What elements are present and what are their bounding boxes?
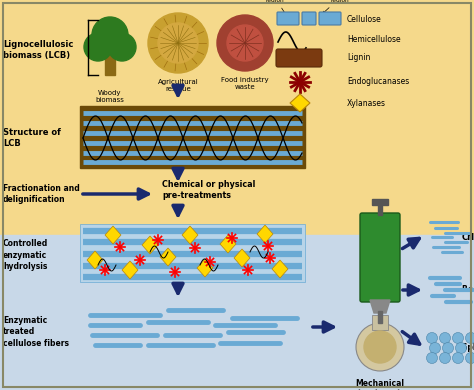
Circle shape — [456, 342, 466, 353]
Circle shape — [465, 333, 474, 344]
Text: Enzymatic
treated
cellulose fibers: Enzymatic treated cellulose fibers — [3, 316, 69, 347]
Text: Controlled
enzymatic
hydrolysis: Controlled enzymatic hydrolysis — [3, 239, 48, 271]
Text: Rod-like CNC: Rod-like CNC — [462, 285, 474, 294]
FancyBboxPatch shape — [302, 12, 316, 25]
Circle shape — [364, 331, 396, 363]
Polygon shape — [105, 226, 121, 244]
Text: Spherical CNC: Spherical CNC — [462, 344, 474, 353]
Circle shape — [453, 353, 464, 363]
Text: Amorphous
region: Amorphous region — [323, 0, 357, 14]
Text: Cellulose: Cellulose — [347, 14, 382, 23]
Polygon shape — [290, 94, 310, 112]
FancyBboxPatch shape — [360, 213, 400, 302]
Polygon shape — [272, 260, 288, 278]
Circle shape — [439, 333, 450, 344]
Circle shape — [148, 13, 208, 73]
Circle shape — [453, 333, 464, 344]
Circle shape — [227, 25, 263, 61]
Bar — [80, 224, 305, 282]
Text: Chemical or physical
pre-treatments: Chemical or physical pre-treatments — [162, 180, 255, 200]
FancyBboxPatch shape — [276, 49, 322, 67]
Circle shape — [443, 342, 454, 353]
Polygon shape — [0, 235, 474, 390]
Circle shape — [427, 333, 438, 344]
Polygon shape — [197, 259, 213, 277]
Circle shape — [217, 15, 273, 71]
Bar — [80, 106, 305, 168]
Text: CNF: CNF — [462, 232, 474, 241]
Text: Lignocellulosic
biomass (LCB): Lignocellulosic biomass (LCB) — [3, 40, 73, 60]
Polygon shape — [142, 236, 158, 254]
Circle shape — [427, 353, 438, 363]
Text: Fractionation and
delignification: Fractionation and delignification — [3, 184, 80, 204]
Circle shape — [439, 353, 450, 363]
Circle shape — [465, 353, 474, 363]
Text: Food industry
waste: Food industry waste — [221, 77, 269, 90]
Polygon shape — [182, 226, 198, 244]
Circle shape — [429, 342, 440, 353]
Bar — [105, 53, 115, 75]
Polygon shape — [370, 300, 390, 313]
Circle shape — [108, 33, 136, 61]
Bar — [378, 200, 382, 215]
Text: Woody
biomass: Woody biomass — [96, 90, 125, 103]
Circle shape — [92, 17, 128, 53]
Text: Mechanical
treatment: Mechanical treatment — [356, 379, 404, 390]
Circle shape — [356, 323, 404, 371]
Text: Agricultural
residue: Agricultural residue — [158, 79, 199, 92]
Text: Crystalline
region: Crystalline region — [259, 0, 291, 15]
Bar — [378, 311, 382, 323]
Text: Hemicellulose: Hemicellulose — [347, 35, 401, 44]
Circle shape — [84, 33, 112, 61]
Text: Lignin: Lignin — [347, 53, 370, 62]
Bar — [372, 199, 388, 205]
Polygon shape — [220, 235, 236, 253]
Polygon shape — [122, 261, 138, 279]
Text: Xylanases: Xylanases — [347, 99, 386, 108]
FancyBboxPatch shape — [319, 12, 341, 25]
Bar — [372, 315, 388, 330]
Circle shape — [158, 23, 198, 63]
Polygon shape — [234, 249, 250, 267]
Text: Structure of
LCB: Structure of LCB — [3, 128, 61, 148]
FancyBboxPatch shape — [277, 12, 299, 25]
Polygon shape — [257, 225, 273, 243]
Polygon shape — [160, 248, 176, 266]
Polygon shape — [87, 251, 103, 269]
Text: Endoglucanases: Endoglucanases — [347, 78, 409, 87]
